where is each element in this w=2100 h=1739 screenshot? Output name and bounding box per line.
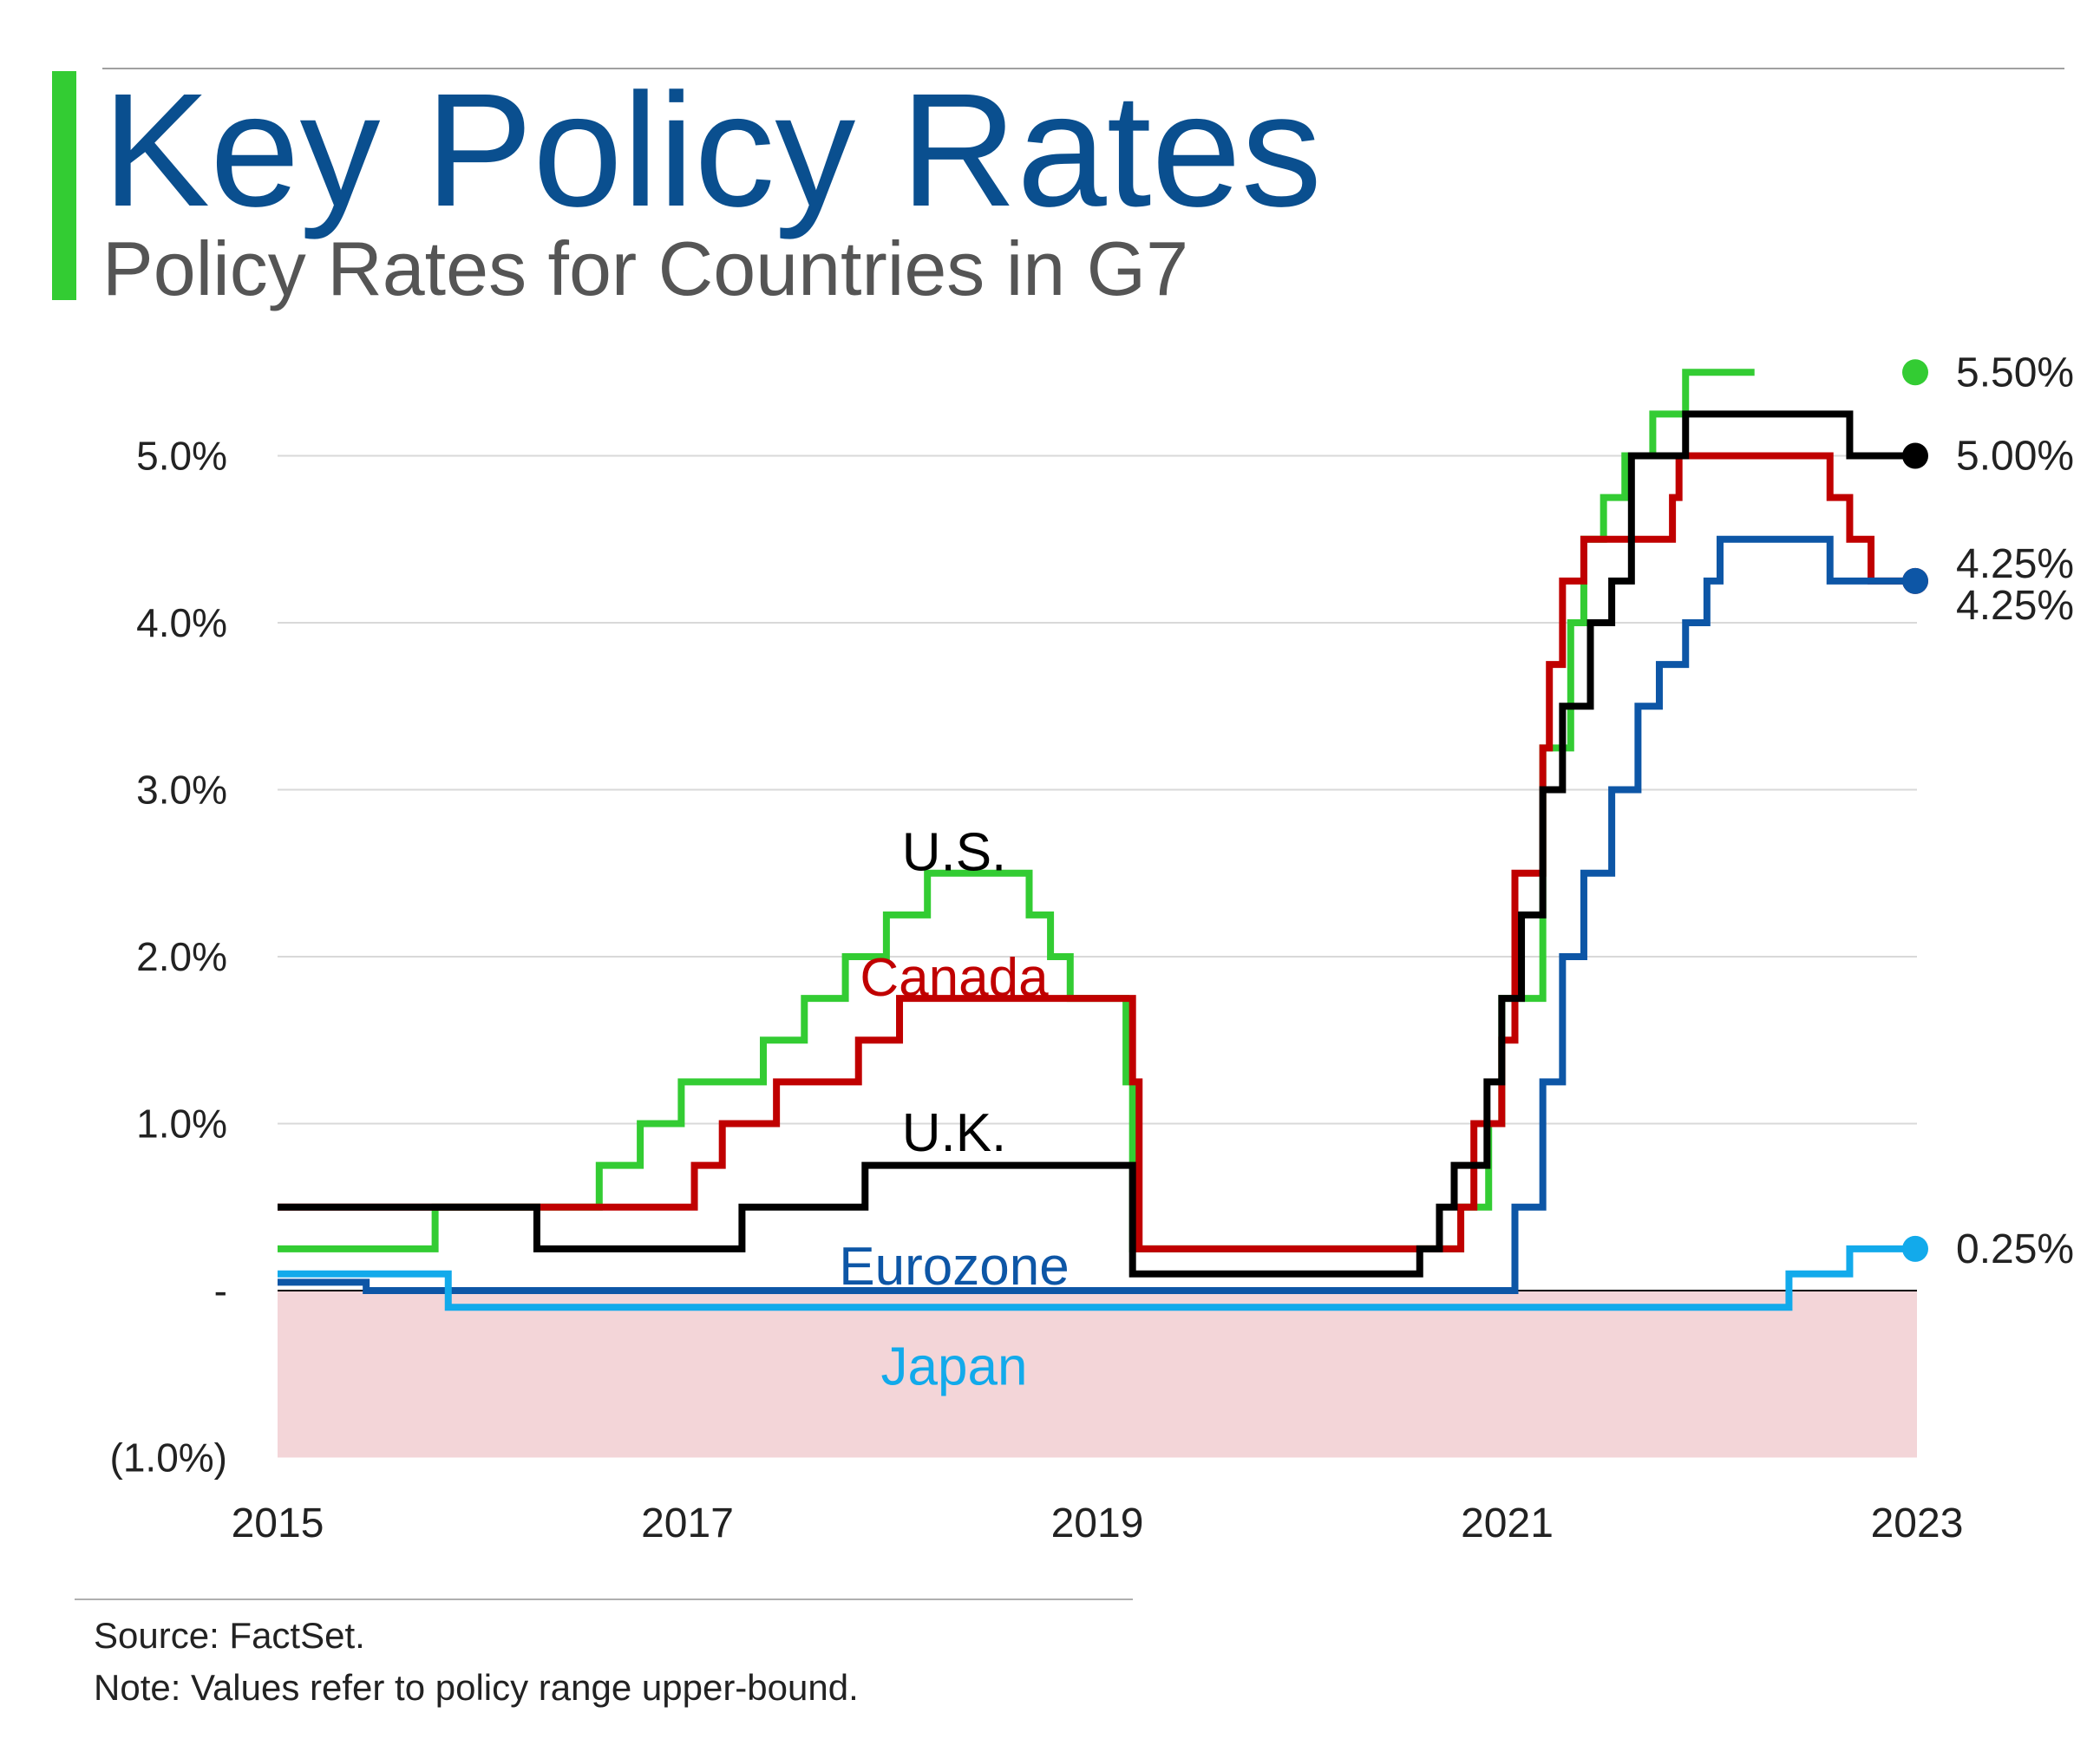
series-end-marker [1902,442,1928,469]
y-tick-label: (1.0%) [110,1435,227,1481]
series-end-marker [1902,567,1928,594]
y-tick-label: - [214,1268,227,1313]
series-line [278,1245,1917,1311]
accent-bar [52,71,76,300]
x-tick-label: 2015 [232,1500,324,1546]
series-end-marker [1902,1235,1928,1262]
series-name-label: Japan [881,1337,1028,1396]
negative-region [278,1291,1917,1458]
y-tick-label: 4.0% [136,600,227,645]
x-tick-label: 2017 [641,1500,734,1546]
y-tick-label: 1.0% [136,1102,227,1147]
series-name-label: U.K. [902,1103,1007,1163]
series-line [278,452,1917,1252]
series-name-label: Canada [860,948,1049,1008]
series-line [278,369,1755,1252]
series-end-marker [1902,359,1928,386]
series-line [278,535,1917,1294]
footer-rule [75,1598,1133,1600]
source-note: Source: FactSet. [94,1615,365,1656]
page-subtitle: Policy Rates for Countries in G7 [102,226,1189,311]
series-end-value: 4.25% [1956,541,2074,587]
y-tick-label: 2.0% [136,934,227,979]
series-end-value: 0.25% [1956,1226,2074,1272]
y-tick-label: 5.0% [136,434,227,479]
series-line [278,410,1917,1278]
x-tick-label: 2021 [1461,1500,1554,1546]
series-end-value: 5.00% [1956,434,2074,480]
series-name-label: Eurozone [839,1237,1069,1297]
series-end-value: 5.50% [1956,350,2074,396]
x-tick-label: 2019 [1051,1500,1144,1546]
header-rule [102,68,2064,69]
series-end-value: 4.25% [1956,583,2074,629]
methodology-note: Note: Values refer to policy range upper… [94,1667,859,1708]
x-tick-label: 2023 [1871,1500,1964,1546]
series-name-label: U.S. [902,823,1007,883]
page-title: Key Policy Rates [102,61,1322,240]
y-tick-label: 3.0% [136,768,227,813]
